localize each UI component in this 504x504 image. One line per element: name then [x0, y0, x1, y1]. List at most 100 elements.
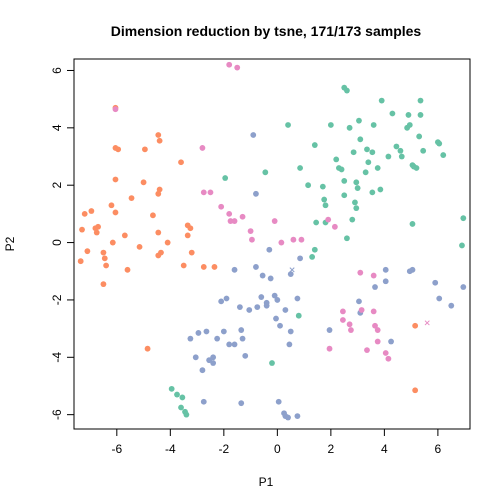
- data-point: [156, 186, 163, 193]
- data-point: [84, 248, 91, 255]
- data-point: [326, 327, 333, 333]
- x-tick-label: -6: [111, 442, 122, 456]
- data-point: [290, 236, 297, 243]
- data-point: [249, 236, 255, 243]
- data-point: [136, 243, 143, 250]
- data-point: [231, 266, 238, 273]
- data-point: [128, 195, 135, 202]
- data-point: [199, 145, 206, 151]
- data-point: [88, 208, 95, 214]
- data-point: [382, 266, 389, 273]
- data-point: [211, 264, 218, 270]
- data-point: [377, 186, 384, 193]
- data-point: [183, 411, 190, 418]
- data-point: [180, 262, 187, 269]
- data-point: [155, 132, 162, 138]
- data-point: [459, 242, 465, 249]
- data-point: [364, 347, 370, 354]
- data-point: [352, 199, 358, 206]
- data-points: [77, 61, 467, 421]
- data-point: [370, 272, 377, 279]
- data-point: [298, 236, 305, 243]
- data-point: [413, 165, 420, 171]
- y-tick-label: 0: [50, 239, 64, 246]
- data-point: [309, 254, 316, 260]
- data-point: [282, 307, 289, 313]
- data-point: [195, 330, 202, 336]
- data-point: [192, 354, 199, 361]
- data-point: [365, 159, 372, 166]
- data-point: [203, 328, 210, 335]
- data-point: [393, 143, 400, 150]
- data-point: [389, 110, 396, 117]
- data-point: [214, 335, 221, 342]
- data-point: [398, 153, 405, 160]
- data-point: [124, 266, 131, 273]
- data-point: [420, 147, 427, 154]
- data-point: [277, 322, 283, 329]
- data-point: [350, 149, 357, 156]
- data-point: [374, 327, 381, 333]
- data-point: [341, 192, 348, 199]
- data-point: [364, 146, 370, 153]
- data-point: [372, 322, 378, 329]
- data-point: [178, 404, 184, 411]
- data-point: [294, 295, 301, 302]
- data-point: [434, 139, 441, 146]
- data-point: [412, 322, 419, 329]
- data-point: [234, 64, 241, 71]
- data-point: [144, 345, 151, 352]
- data-point: [274, 297, 281, 303]
- data-point: [338, 166, 345, 173]
- data-point: [374, 165, 381, 171]
- y-tick-label: 6: [50, 67, 64, 74]
- data-point: [262, 169, 269, 176]
- data-point: [285, 414, 291, 421]
- data-point: [340, 308, 346, 315]
- data-point: [344, 235, 350, 242]
- data-point: [285, 122, 291, 128]
- data-point: [331, 223, 338, 230]
- data-point: [406, 122, 413, 128]
- data-point: [266, 246, 273, 253]
- data-point: [226, 341, 233, 348]
- data-point: [239, 335, 246, 342]
- data-point: [357, 136, 364, 143]
- x-tick-label: 6: [435, 442, 442, 456]
- x-axis-label: P1: [259, 475, 274, 489]
- data-point: [326, 345, 333, 352]
- x-tick-label: -2: [219, 442, 230, 456]
- data-point-cross: [289, 267, 295, 273]
- data-point: [200, 264, 207, 270]
- data-point: [432, 279, 439, 286]
- data-point: [220, 328, 227, 335]
- data-point: [242, 352, 249, 359]
- data-point: [344, 87, 350, 94]
- data-point: [287, 328, 294, 335]
- data-point: [100, 281, 107, 288]
- data-point: [287, 271, 294, 278]
- data-point: [340, 317, 346, 323]
- data-point: [305, 182, 312, 189]
- data-point: [174, 391, 180, 398]
- data-point: [341, 177, 348, 184]
- data-point: [369, 189, 376, 196]
- y-axis-label: P2: [3, 236, 17, 251]
- data-point: [378, 97, 385, 104]
- data-point: [409, 266, 416, 273]
- data-point: [156, 137, 163, 144]
- data-point: [200, 189, 207, 196]
- data-point: [370, 308, 377, 315]
- data-point: [231, 341, 238, 348]
- data-point: [448, 302, 455, 309]
- data-point: [253, 264, 259, 270]
- data-point: [263, 302, 270, 309]
- data-point: [295, 312, 302, 319]
- data-point: [297, 165, 303, 171]
- data-point: [155, 229, 162, 236]
- data-point: [246, 307, 253, 313]
- data-point: [353, 205, 360, 212]
- data-point: [253, 190, 259, 197]
- data-point: [187, 335, 194, 342]
- data-point: [247, 228, 254, 234]
